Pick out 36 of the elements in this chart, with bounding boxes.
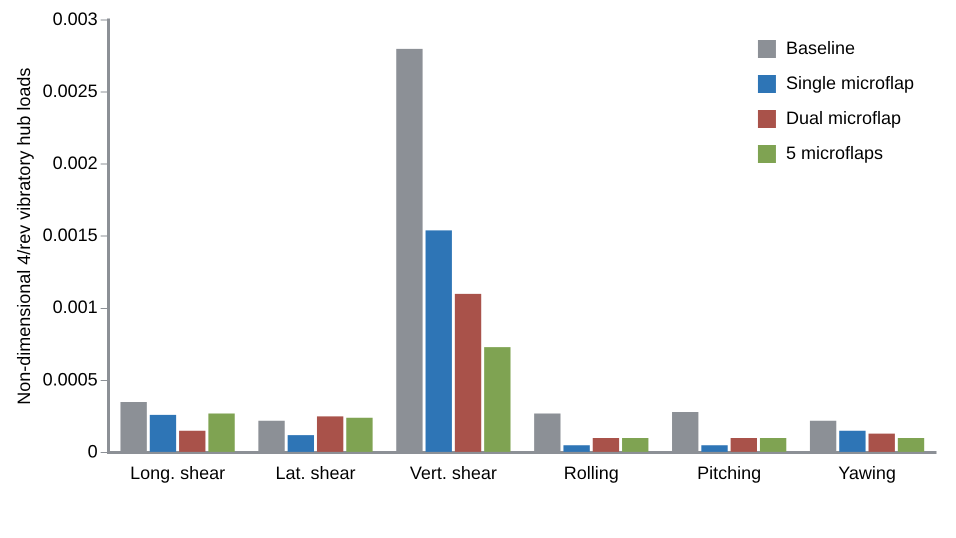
y-tick-label: 0.002 <box>52 153 98 174</box>
x-tick-label: Long. shear <box>130 463 226 484</box>
bar <box>701 445 728 452</box>
x-tick-label: Vert. shear <box>410 463 497 484</box>
bar <box>839 430 866 452</box>
bar <box>426 230 452 452</box>
y-tick-label: 0.0025 <box>42 81 98 102</box>
bar <box>563 445 590 452</box>
x-tick-label: Pitching <box>697 463 762 484</box>
bar <box>316 416 344 452</box>
bar <box>760 438 786 452</box>
bar <box>288 435 314 452</box>
bar <box>208 413 235 452</box>
x-tick-label: Lat. shear <box>275 463 356 484</box>
legend-label: Dual microflap <box>786 108 901 128</box>
bar <box>592 438 620 452</box>
x-tick-label: Yawing <box>838 463 896 484</box>
bar <box>150 414 176 452</box>
bar <box>868 434 895 452</box>
y-tick-label: 0 <box>88 441 98 462</box>
y-tick-label: 0.001 <box>52 297 98 318</box>
legend-label: Single microflap <box>786 72 914 93</box>
bar <box>730 438 757 452</box>
bar <box>898 438 924 452</box>
bar <box>346 418 373 452</box>
legend-label: 5 microflaps <box>786 142 883 163</box>
y-tick-label: 0.0005 <box>42 369 98 390</box>
y-tick-label: 0.003 <box>52 8 98 29</box>
legend-label: Baseline <box>786 38 855 58</box>
y-tick-label: 0.0015 <box>42 225 98 246</box>
y-axis-title: Non-dimensional 4/rev vibratory hub loads <box>14 68 34 405</box>
bar <box>622 438 648 452</box>
bar <box>484 347 511 452</box>
bar <box>454 294 482 452</box>
x-tick-label: Rolling <box>564 463 619 484</box>
bar <box>179 430 206 452</box>
